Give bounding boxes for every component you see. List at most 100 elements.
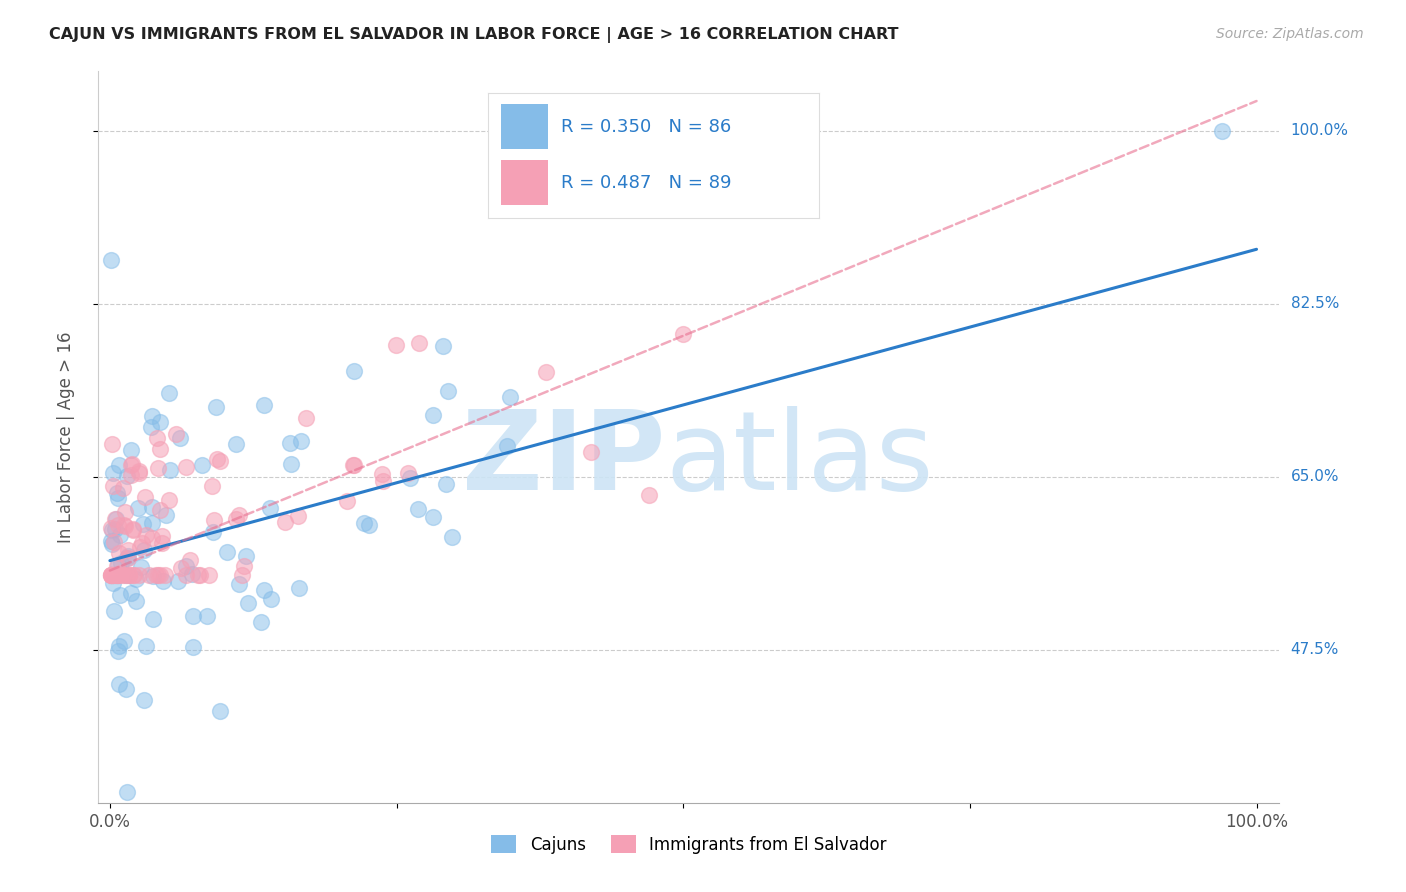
Point — [100, 253, 122, 268]
Point — [159, 463, 181, 477]
Point — [103, 604, 125, 618]
Point — [170, 561, 193, 575]
Point — [100, 534, 122, 549]
Point — [128, 466, 150, 480]
Point — [112, 568, 135, 582]
Point — [108, 566, 131, 581]
Point — [385, 338, 408, 352]
Point — [108, 640, 131, 654]
Point — [495, 439, 517, 453]
Point — [104, 512, 127, 526]
Point — [181, 609, 204, 624]
Point — [101, 437, 124, 451]
Point — [287, 581, 309, 595]
Point — [149, 442, 172, 457]
Point — [215, 545, 238, 559]
Point — [399, 471, 422, 485]
Point — [353, 516, 375, 531]
Point — [114, 519, 136, 533]
Point — [132, 693, 155, 707]
Point — [100, 568, 122, 582]
Point — [117, 551, 139, 566]
Point — [259, 591, 281, 606]
Point — [287, 509, 309, 524]
Point — [207, 451, 229, 466]
Point — [141, 409, 163, 424]
Point — [108, 458, 131, 473]
Point — [201, 478, 224, 492]
Text: 100.0%: 100.0% — [1291, 123, 1348, 138]
Point — [295, 411, 318, 425]
Point — [117, 549, 139, 564]
Point — [129, 560, 152, 574]
Point — [436, 384, 458, 399]
Point — [142, 569, 165, 583]
Point — [121, 457, 143, 471]
Point — [107, 558, 129, 573]
Point — [441, 530, 464, 544]
Point — [105, 568, 128, 582]
Point — [637, 488, 659, 502]
Legend: Cajuns, Immigrants from El Salvador: Cajuns, Immigrants from El Salvador — [485, 829, 893, 860]
Point — [202, 525, 225, 540]
Point — [1211, 123, 1233, 137]
Point — [204, 400, 226, 414]
Point — [259, 501, 281, 516]
Point — [142, 612, 165, 626]
Point — [112, 517, 135, 532]
Point — [146, 431, 169, 445]
Point — [228, 508, 250, 522]
Point — [115, 468, 138, 483]
Point — [101, 467, 124, 481]
Point — [231, 568, 253, 582]
Point — [105, 559, 128, 574]
Point — [125, 572, 148, 586]
Text: 47.5%: 47.5% — [1291, 642, 1339, 657]
Text: atlas: atlas — [665, 406, 934, 513]
Point — [398, 466, 420, 480]
Point — [155, 508, 177, 523]
Point — [343, 458, 366, 472]
Point — [122, 568, 145, 582]
Point — [253, 583, 276, 598]
Point — [181, 640, 204, 654]
Point — [100, 568, 122, 582]
Point — [131, 536, 153, 550]
Point — [232, 558, 254, 573]
Point — [422, 509, 444, 524]
Point — [103, 535, 125, 549]
Point — [236, 596, 259, 610]
Point — [115, 550, 138, 565]
Point — [125, 594, 148, 608]
Point — [225, 437, 247, 451]
Point — [128, 540, 150, 554]
Point — [107, 644, 129, 658]
Point — [280, 457, 302, 471]
Point — [253, 398, 276, 412]
Point — [373, 474, 395, 488]
Point — [115, 785, 138, 799]
Point — [174, 460, 197, 475]
Point — [179, 553, 201, 567]
Point — [120, 468, 142, 483]
Point — [122, 522, 145, 536]
Point — [180, 566, 202, 581]
Point — [112, 633, 135, 648]
Point — [150, 536, 173, 550]
Point — [108, 677, 131, 691]
Point — [101, 575, 124, 590]
Point — [128, 568, 150, 582]
Point — [101, 568, 124, 582]
Point — [534, 365, 557, 379]
Point — [498, 390, 520, 404]
Point — [127, 501, 149, 516]
Point — [174, 568, 197, 582]
Point — [149, 415, 172, 429]
Point — [141, 516, 163, 530]
Point — [105, 568, 128, 582]
Y-axis label: In Labor Force | Age > 16: In Labor Force | Age > 16 — [56, 331, 75, 543]
Point — [100, 568, 122, 582]
Point — [359, 517, 381, 532]
Point — [104, 512, 127, 526]
Point — [290, 434, 312, 448]
